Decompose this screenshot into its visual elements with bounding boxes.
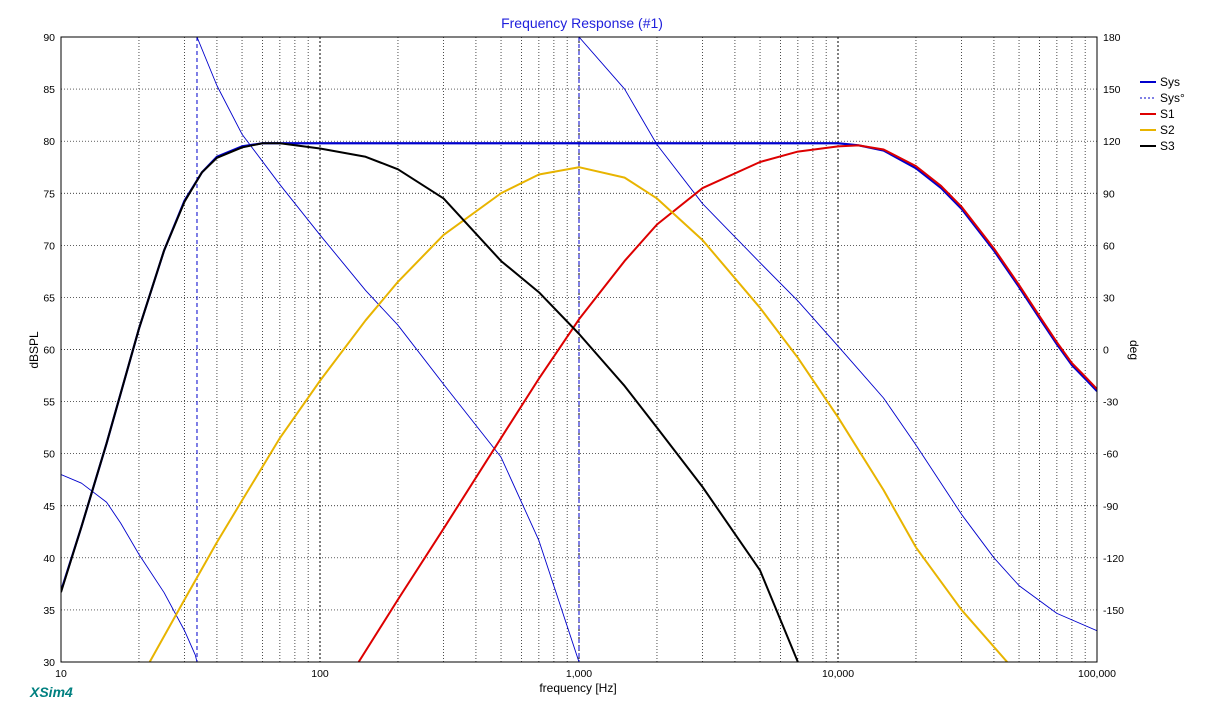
y-tick-label: 80: [43, 136, 55, 148]
series-line-s3: [61, 142, 799, 662]
y-tick-label: 55: [43, 397, 55, 409]
legend-item[interactable]: S3: [1140, 139, 1175, 153]
y-tick-label: 75: [43, 188, 55, 200]
y-tick-label: 50: [43, 449, 55, 461]
x-tick-label: 1,000: [566, 668, 592, 680]
y2-tick-label: 120: [1103, 136, 1121, 148]
legend-item[interactable]: S2: [1140, 123, 1175, 137]
y-tick-label: 65: [43, 292, 55, 304]
y-tick-label: 40: [43, 553, 55, 565]
series-line-sys-phase: [196, 37, 580, 662]
y-tick-label: 90: [43, 32, 55, 44]
y2-tick-label: -60: [1103, 449, 1118, 461]
y2-tick-label: 30: [1103, 292, 1115, 304]
y-tick-label: 70: [43, 240, 55, 252]
chart-title: Frequency Response (#1): [501, 15, 663, 31]
y2-axis-title: deg: [1127, 340, 1141, 360]
grid: [61, 37, 1097, 662]
y-tick-label: 45: [43, 501, 55, 513]
legend-item[interactable]: S1: [1140, 107, 1175, 121]
y-tick-label: 60: [43, 345, 55, 357]
x-tick-label: 100,000: [1078, 668, 1116, 680]
y2-tick-label: -150: [1103, 605, 1124, 617]
series-line-s2: [148, 166, 1008, 662]
y2-tick-label: 90: [1103, 188, 1115, 200]
y2-tick-label: -30: [1103, 397, 1118, 409]
legend-label: Sys°: [1160, 91, 1185, 105]
tick-labels: 30 35 40 45 50 55 60 65 70 75 80 85 90 180 150 120 90 60 3…: [43, 32, 1124, 680]
y2-tick-label: 150: [1103, 84, 1121, 96]
x-tick-label: 10: [55, 668, 67, 680]
legend-label: S3: [1160, 139, 1175, 153]
y-tick-label: 35: [43, 605, 55, 617]
x-axis-title: frequency [Hz]: [539, 681, 616, 695]
legend[interactable]: Sys Sys° S1 S2 S3: [1140, 75, 1185, 153]
y2-tick-label: 60: [1103, 240, 1115, 252]
legend-item[interactable]: Sys: [1140, 75, 1180, 89]
series-line-sys-phase: [578, 37, 1097, 632]
legend-label: S1: [1160, 107, 1175, 121]
y2-tick-label: 0: [1103, 345, 1109, 357]
legend-label: S2: [1160, 123, 1175, 137]
y-tick-label: 30: [43, 657, 55, 669]
series-layer: [61, 37, 1097, 662]
series-line-s1: [357, 144, 1097, 662]
plot-frame: [60, 36, 1098, 663]
x-tick-label: 100: [311, 668, 329, 680]
legend-label: Sys: [1160, 75, 1180, 89]
legend-item[interactable]: Sys°: [1140, 91, 1185, 105]
y2-tick-label: 180: [1103, 32, 1121, 44]
y-tick-label: 85: [43, 84, 55, 96]
x-tick-label: 10,000: [822, 668, 854, 680]
y2-tick-label: -90: [1103, 501, 1118, 513]
series-line-sys-phase: [61, 474, 198, 662]
y2-tick-label: -120: [1103, 553, 1124, 565]
y-axis-title: dBSPL: [27, 331, 41, 369]
app-brand: XSim4: [29, 684, 73, 700]
